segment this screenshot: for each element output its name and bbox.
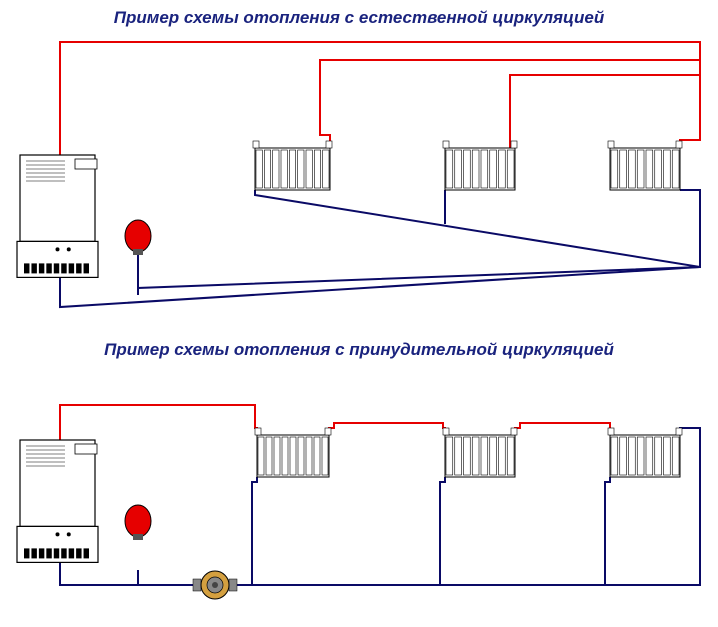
d2-hot-pipe [60, 405, 610, 440]
d1-hot-pipe [60, 42, 700, 155]
d2-pump-icon [193, 571, 237, 599]
d1-radiators [253, 141, 682, 190]
diagram-svg [0, 0, 718, 627]
d1-cold-pipe-1 [138, 190, 700, 295]
diagram-canvas: Пример схемы отопления с естественной ци… [0, 0, 718, 627]
d1-boiler [17, 155, 98, 277]
d2-cold-pipe [60, 428, 700, 585]
d1-expansion-tank [125, 220, 151, 288]
d2-radiators [255, 428, 682, 477]
d2-expansion-tank [125, 505, 151, 540]
d2-boiler [17, 440, 98, 562]
